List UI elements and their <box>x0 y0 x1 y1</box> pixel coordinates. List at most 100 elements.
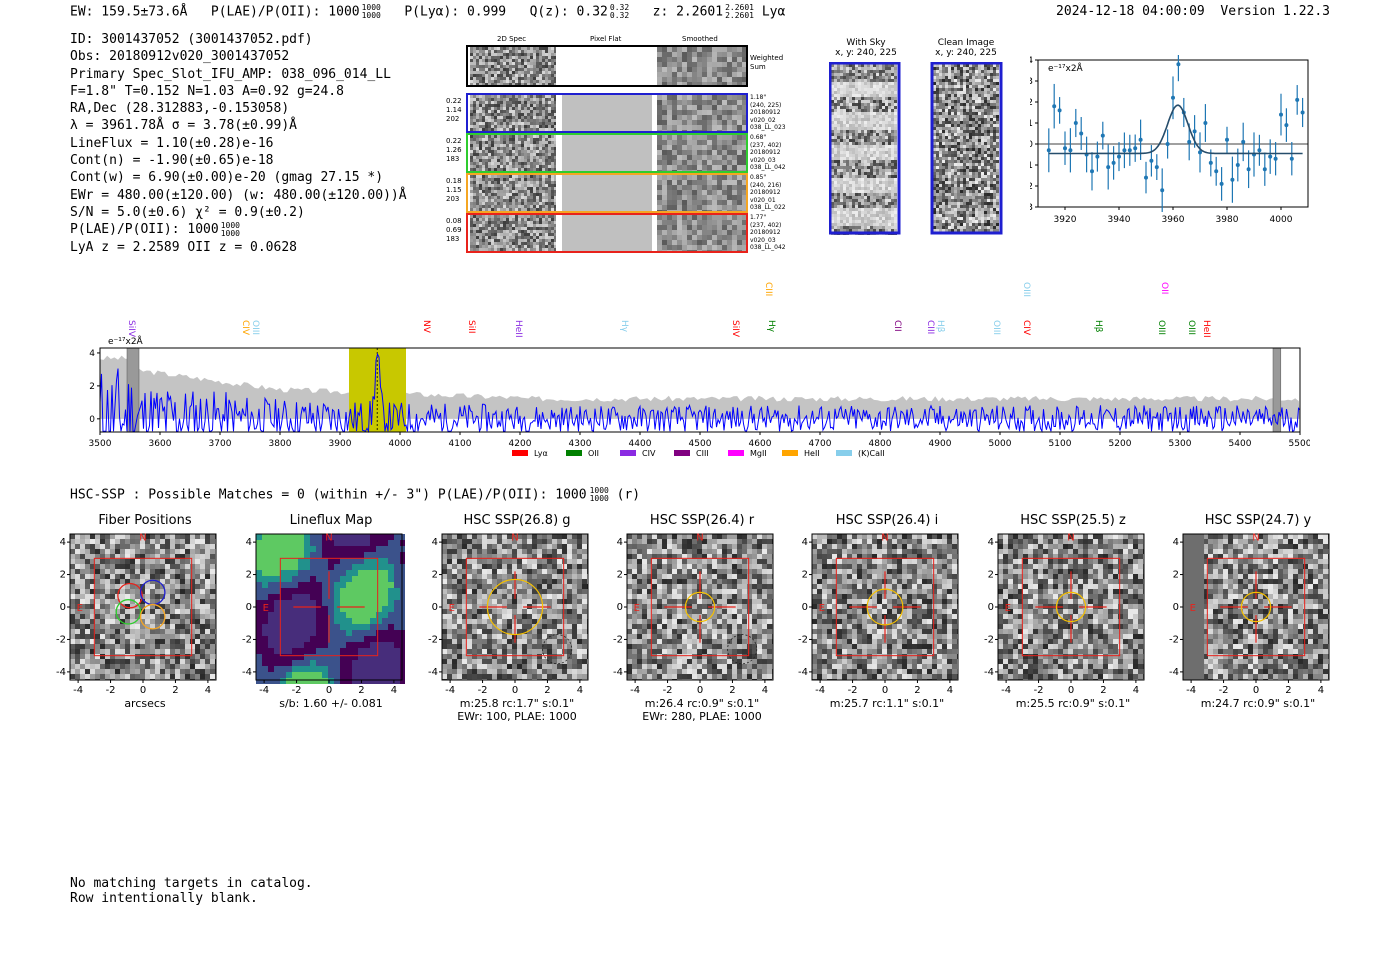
x-tick-label: 5000 <box>989 439 1012 449</box>
masked-band <box>1272 347 1282 433</box>
data-point <box>1063 146 1067 151</box>
cutout-meta: v020_03 <box>750 156 776 164</box>
y-tick-label: -2 <box>56 634 66 645</box>
data-point <box>1257 148 1262 153</box>
cutout-meta: 20180912 <box>750 149 781 156</box>
y-tick-label: 2 <box>802 570 808 581</box>
east-label: E <box>819 603 825 614</box>
data-point <box>1225 137 1229 142</box>
legend-label: CIII <box>696 449 709 458</box>
y-tick-label: 4 <box>802 537 808 548</box>
sky-images-svg <box>829 62 1003 235</box>
x-tick-label: 0 <box>326 685 332 695</box>
emission-line-label: CIV <box>1021 320 1031 336</box>
info-line: EWr = 480.00(±120.00) (w: 480.00(±120.00… <box>70 187 407 203</box>
cutout-meta: (237, 402) <box>750 141 782 149</box>
hsc-panel-title: Fiber Positions <box>98 513 192 528</box>
data-point <box>1149 158 1154 163</box>
x-tick-label: 4 <box>577 685 583 695</box>
neighbor-circle <box>542 634 573 665</box>
x-tick-label: 4 <box>762 685 768 695</box>
cutout-meta: v020_03 <box>750 236 776 244</box>
data-point <box>1090 169 1094 174</box>
aperture-circle <box>486 578 544 636</box>
lineflux-map <box>256 534 405 684</box>
search-box <box>279 557 379 657</box>
data-point <box>1117 154 1121 159</box>
north-label: N <box>139 532 146 543</box>
cutout-stat: 0.18 <box>446 177 462 185</box>
east-label: E <box>634 603 640 614</box>
emission-line-label: OIII <box>1156 320 1166 335</box>
spec-2d-image <box>470 175 556 211</box>
hsc-cutout-image <box>627 534 773 680</box>
y-tick-label: 0 <box>60 602 66 613</box>
hsc-panel: N E -4 -4 -2 -2 0 0 2 2 4 4 <box>428 532 589 695</box>
cutout-stat: 1.26 <box>446 146 462 154</box>
emission-line-label: SiIV <box>730 320 740 338</box>
x-tick-label: 2 <box>172 685 178 695</box>
crosshair-icon <box>664 571 736 643</box>
x-tick-label: 2 <box>1285 685 1291 695</box>
x-tick-label: 4 <box>1133 685 1139 695</box>
data-point <box>1289 156 1294 161</box>
x-tick-label: 4100 <box>449 439 472 449</box>
east-label: E <box>1005 603 1011 614</box>
y-tick-label: 0 <box>1173 602 1179 613</box>
x-tick-label: -2 <box>848 685 858 695</box>
pixel-flat-image <box>562 95 652 131</box>
data-point <box>1300 110 1305 115</box>
y-tick-label: 2 <box>1030 98 1033 108</box>
y-tick-label: -2 <box>428 634 438 645</box>
cutout-meta: 038_LL_042 <box>750 164 786 171</box>
x-tick-label: 3900 <box>329 439 352 449</box>
line-fit-chart: 3920 3940 3960 3980 4000 -3 -2 -1 0 1 2 3 4 e⁻¹⁷x2Å <box>1030 55 1309 225</box>
hsc-panel-title: HSC SSP(24.7) y <box>1204 513 1312 528</box>
east-label: E <box>449 603 455 614</box>
search-box <box>93 557 193 657</box>
info-line: P(LAE)/P(OII): 1000 1000 1000 <box>70 221 407 238</box>
x-tick-label: 4500 <box>689 439 712 449</box>
info-line: S/N = 5.0(±0.6) χ² = 0.9(±0.2) <box>70 204 305 220</box>
legend-label: OII <box>588 449 599 458</box>
y-tick-label: -4 <box>242 667 252 678</box>
cutout-meta: 20180912 <box>750 189 781 196</box>
z-sub: 2.2601 <box>725 11 754 20</box>
data-point <box>1046 148 1051 153</box>
version: Version 1.22.3 <box>1220 4 1330 19</box>
cutout-left-label: 0.08 0.69 183 <box>446 217 462 244</box>
y-tick-label: 3 <box>1030 77 1033 87</box>
data-point <box>1100 133 1105 138</box>
legend-swatch <box>566 450 582 456</box>
x-tick-label: -2 <box>663 685 673 695</box>
cutout-frame <box>466 45 748 87</box>
hsc-panel: N E -4 -4 -2 -2 0 0 2 2 4 4 <box>798 532 959 695</box>
east-label: E <box>1190 603 1196 614</box>
cutout-meta: (240, 225) <box>750 101 782 109</box>
y-tick-label: 0 <box>1030 140 1033 150</box>
cutout-meta: 1.18" <box>750 94 767 101</box>
search-box <box>835 557 935 657</box>
hsc-panel-title: HSC SSP(25.5) z <box>1020 513 1126 528</box>
info-plae-sup: 1000 <box>220 220 240 230</box>
x-tick-label: 2 <box>358 685 364 695</box>
y-tick-label: 2 <box>1173 570 1179 581</box>
legend-label: HeII <box>804 449 820 458</box>
x-tick-label: 4 <box>391 685 397 695</box>
x-tick-label: 4900 <box>929 439 952 449</box>
emission-line-label: HeII <box>513 320 523 338</box>
x-tick-label: -2 <box>478 685 488 695</box>
cutout-left-label: 0.22 1.26 183 <box>446 137 462 164</box>
cutout-stat: 183 <box>446 235 460 243</box>
data-point <box>1279 112 1283 117</box>
data-point <box>1073 121 1078 125</box>
smoothed-image <box>657 215 747 251</box>
hsc-panel-title: HSC SSP(26.4) r <box>649 513 755 528</box>
emission-line-label: OII <box>1159 282 1169 294</box>
y-tick-label: 2 <box>988 570 994 581</box>
emission-line-label: Hβ <box>1093 320 1103 333</box>
with-sky-title: With Sky x, y: 240, 225 <box>829 38 903 58</box>
with-sky-label: With Sky <box>846 38 886 48</box>
emission-line-label: HeII <box>1201 320 1211 338</box>
plae-sub: 1000 <box>361 11 381 20</box>
